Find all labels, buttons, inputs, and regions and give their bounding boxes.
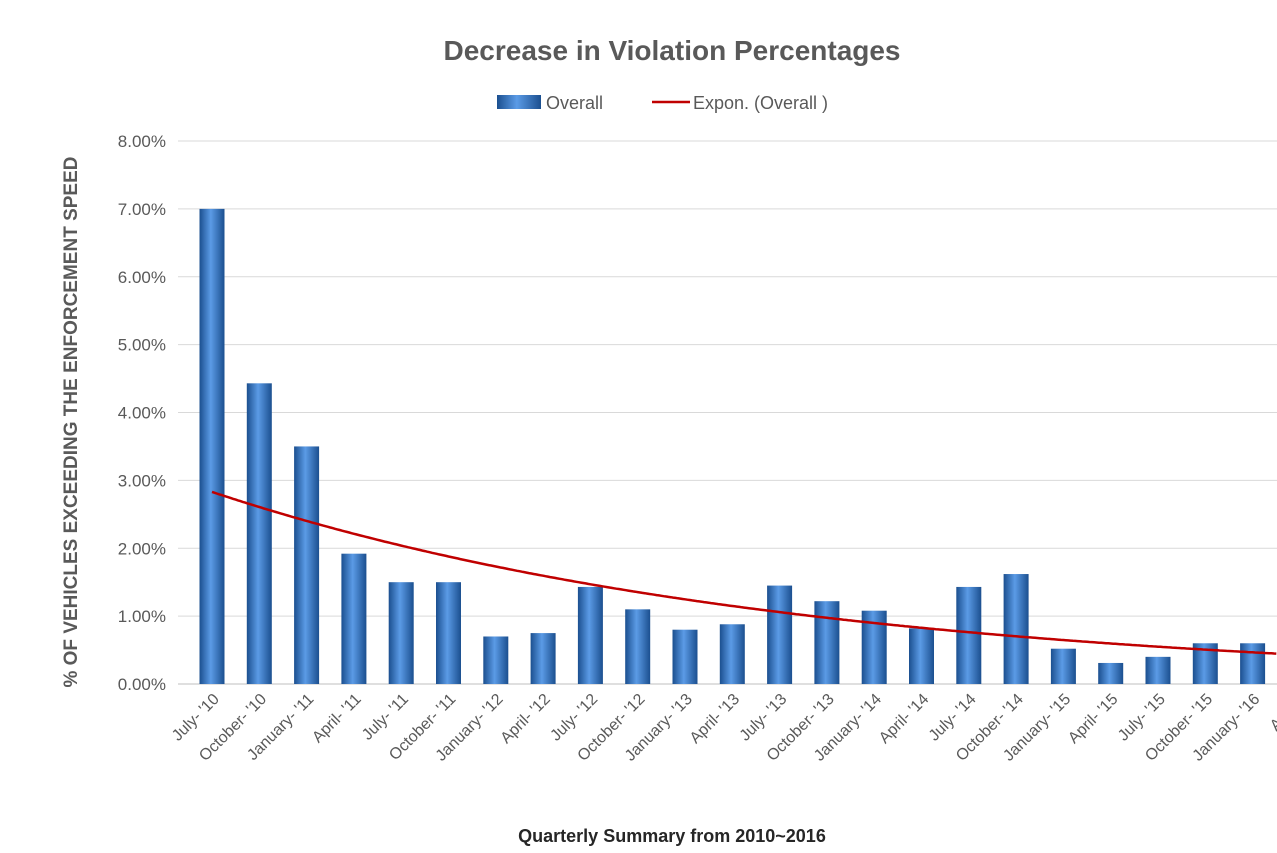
x-tick-label: April- '13: [687, 691, 743, 747]
legend-label-overall: Overall: [546, 93, 603, 113]
y-tick-label: 0.00%: [118, 675, 166, 694]
bar: [625, 609, 651, 684]
x-tick-label: April- ': [1267, 691, 1277, 735]
chart-title: Decrease in Violation Percentages: [443, 35, 900, 66]
y-tick-label: 6.00%: [118, 268, 166, 287]
legend: Overall Expon. (Overall ): [497, 93, 828, 113]
legend-label-trendline: Expon. (Overall ): [693, 93, 828, 113]
bar: [672, 629, 698, 684]
x-tick-label: April- '15: [1065, 691, 1121, 747]
bar: [1050, 648, 1076, 684]
bar: [388, 582, 414, 684]
bar: [294, 446, 320, 684]
y-tick-label: 7.00%: [118, 200, 166, 219]
x-axis-label: Quarterly Summary from 2010~2016: [518, 826, 826, 846]
y-tick-label: 3.00%: [118, 471, 166, 490]
x-tick-label: April- '14: [876, 691, 932, 747]
bar: [341, 553, 367, 684]
bars: [199, 208, 1266, 684]
bar: [199, 208, 225, 684]
bar: [1003, 574, 1029, 684]
bar: [483, 636, 509, 684]
y-tick-label: 1.00%: [118, 607, 166, 626]
bar: [719, 624, 745, 684]
legend-swatch-overall: [497, 95, 541, 109]
y-tick-label: 8.00%: [118, 132, 166, 151]
x-tick-label: April- '12: [498, 691, 554, 747]
bar: [1240, 643, 1266, 684]
bar: [530, 633, 556, 684]
bar: [767, 585, 793, 684]
y-tick-label: 5.00%: [118, 336, 166, 355]
bar: [1098, 662, 1124, 684]
y-tick-label: 2.00%: [118, 539, 166, 558]
bar: [956, 586, 982, 684]
x-tick-label: April- '11: [309, 691, 365, 747]
y-tick-labels: 0.00% 1.00% 2.00% 3.00% 4.00% 5.00% 6.00% 7.00%…: [118, 132, 166, 694]
bar: [1145, 656, 1171, 684]
bar: [246, 383, 272, 684]
trendline: [211, 490, 1277, 655]
y-tick-label: 4.00%: [118, 404, 166, 423]
bar: [436, 582, 461, 684]
y-axis-label: % OF VEHICLES EXCEEDING THE ENFORCEMENT …: [61, 156, 82, 687]
trendline-layer: [211, 490, 1277, 655]
bar: [909, 628, 934, 684]
bar: [814, 601, 840, 684]
bar: [577, 586, 603, 684]
